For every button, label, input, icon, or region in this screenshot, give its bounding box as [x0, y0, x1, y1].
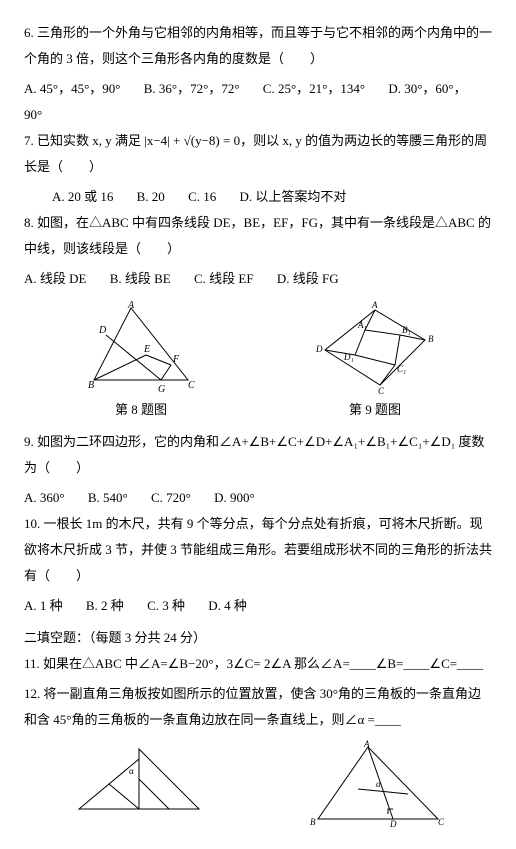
q8-opt-d: D. 线段 FG: [277, 271, 339, 286]
svg-text:A₁: A₁: [357, 320, 367, 330]
triangle-diagram-icon: A D B C E F G: [76, 300, 206, 395]
q6-options: A. 45°，45°，90° B. 36°，72°，72° C. 25°，21°…: [24, 76, 492, 128]
svg-text:D: D: [315, 344, 323, 354]
svg-text:B: B: [310, 817, 316, 827]
set-square-a-icon: α: [69, 739, 209, 819]
q9-opt-d: D. 900°: [214, 490, 255, 505]
q9-options: A. 360° B. 540° C. 720° D. 900°: [24, 485, 492, 511]
question-11: 11. 如果在△ABC 中∠A=∠B−20°，3∠C= 2∠A 那么∠A=___…: [24, 651, 492, 677]
q7-opt-d: D. 以上答案均不对: [239, 189, 346, 204]
q8-opt-c: C. 线段 EF: [194, 271, 254, 286]
q12-figure-row: α A B C D α: [24, 739, 492, 829]
svg-text:A: A: [371, 300, 378, 310]
q9-opt-c: C. 720°: [151, 490, 191, 505]
q9-opt-a: A. 360°: [24, 490, 65, 505]
q6-opt-b: B. 36°，72°，72°: [144, 81, 240, 96]
fig9-caption: 第 9 题图: [349, 397, 401, 423]
set-square-b-icon: A B C D α: [298, 739, 448, 829]
svg-text:C: C: [438, 817, 445, 827]
svg-text:C₁: C₁: [397, 364, 406, 374]
q8-opt-b: B. 线段 BE: [110, 271, 171, 286]
svg-text:D₁: D₁: [343, 352, 354, 362]
q8-opt-a: A. 线段 DE: [24, 271, 86, 286]
q11-text: 11. 如果在△ABC 中∠A=∠B−20°，3∠C= 2∠A 那么∠A=___…: [24, 656, 483, 671]
question-6: 6. 三角形的一个外角与它相邻的内角相等，而且等于与它不相邻的两个内角中的一个角…: [24, 20, 492, 72]
q12-text: 12. 将一副直角三角板按如图所示的位置放置，使含 30°角的三角板的一条直角边…: [24, 686, 481, 727]
q10-opt-d: D. 4 种: [208, 598, 247, 613]
question-12: 12. 将一副直角三角板按如图所示的位置放置，使含 30°角的三角板的一条直角边…: [24, 681, 492, 733]
q10-text: 10. 一根长 1m 的木尺，共有 9 个等分点，每个分点处有折痕，可将木尺折断…: [24, 516, 492, 583]
q8-text: 8. 如图，在△ABC 中有四条线段 DE，BE，EF，FG，其中有一条线段是△…: [24, 215, 491, 256]
svg-text:G: G: [158, 384, 165, 395]
q9-text: 9. 如图为二环四边形，它的内角和∠A+∠B+∠C+∠D+∠A₁+∠B₁+∠C₁…: [24, 434, 485, 475]
svg-text:E: E: [143, 344, 150, 355]
question-8: 8. 如图，在△ABC 中有四条线段 DE，BE，EF，FG，其中有一条线段是△…: [24, 210, 492, 262]
svg-text:α: α: [376, 779, 381, 789]
q7-text: 7. 已知实数 x, y 满足 |x−4| + √(y−8) = 0，则以 x,…: [24, 133, 487, 174]
figure-12a: α: [69, 739, 209, 829]
q10-opt-c: C. 3 种: [147, 598, 185, 613]
figure-caption-row: 第 8 题图 第 9 题图: [24, 397, 492, 423]
svg-text:C: C: [378, 386, 385, 395]
svg-text:B₁: B₁: [402, 325, 411, 335]
figure-12b: A B C D α: [298, 739, 448, 829]
q7-opt-b: B. 20: [137, 189, 165, 204]
quad-diagram-icon: A B C D A₁ B₁ C₁ D₁: [310, 300, 440, 395]
svg-text:A: A: [363, 739, 370, 749]
svg-text:C: C: [188, 380, 195, 391]
figure-row: A D B C E F G A B C D: [24, 300, 492, 395]
svg-text:A: A: [127, 300, 135, 311]
q6-text: 6. 三角形的一个外角与它相邻的内角相等，而且等于与它不相邻的两个内角中的一个角…: [24, 25, 492, 66]
figure-8: A D B C E F G: [76, 300, 206, 395]
q8-options: A. 线段 DE B. 线段 BE C. 线段 EF D. 线段 FG: [24, 266, 492, 292]
svg-text:B: B: [428, 334, 434, 344]
q7-options: A. 20 或 16 B. 20 C. 16 D. 以上答案均不对: [52, 184, 492, 210]
q9-opt-b: B. 540°: [88, 490, 128, 505]
q10-opt-a: A. 1 种: [24, 598, 63, 613]
section-2-title: 二填空题：（每题 3 分共 24 分）: [24, 625, 492, 651]
svg-text:F: F: [172, 354, 180, 365]
svg-text:D: D: [98, 325, 107, 336]
q6-opt-a: A. 45°，45°，90°: [24, 81, 121, 96]
question-9: 9. 如图为二环四边形，它的内角和∠A+∠B+∠C+∠D+∠A₁+∠B₁+∠C₁…: [24, 429, 492, 481]
q7-opt-c: C. 16: [188, 189, 216, 204]
q10-opt-b: B. 2 种: [86, 598, 124, 613]
figure-9: A B C D A₁ B₁ C₁ D₁: [310, 300, 440, 395]
fig8-caption: 第 8 题图: [115, 397, 167, 423]
q7-opt-a: A. 20 或 16: [52, 189, 113, 204]
q6-opt-c: C. 25°，21°，134°: [263, 81, 365, 96]
svg-text:α: α: [129, 766, 134, 776]
q10-options: A. 1 种 B. 2 种 C. 3 种 D. 4 种: [24, 593, 492, 619]
question-10: 10. 一根长 1m 的木尺，共有 9 个等分点，每个分点处有折痕，可将木尺折断…: [24, 511, 492, 589]
svg-text:B: B: [88, 380, 94, 391]
svg-text:D: D: [389, 819, 397, 829]
question-7: 7. 已知实数 x, y 满足 |x−4| + √(y−8) = 0，则以 x,…: [24, 128, 492, 180]
